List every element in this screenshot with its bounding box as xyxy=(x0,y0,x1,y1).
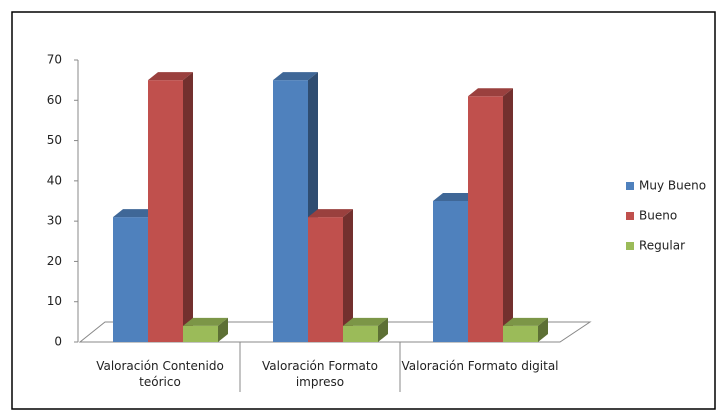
bar-front xyxy=(273,80,308,343)
bar-front xyxy=(503,325,538,342)
bar-side xyxy=(183,72,193,343)
chart-border xyxy=(11,11,716,410)
bar-front xyxy=(308,217,343,342)
bar-top xyxy=(148,72,193,81)
bar xyxy=(503,317,548,342)
bar-top xyxy=(113,209,158,218)
bar-front xyxy=(183,325,218,342)
y-tick-label: 30 xyxy=(47,214,62,228)
bar xyxy=(183,317,228,342)
bar xyxy=(148,72,193,343)
bar-side xyxy=(218,317,228,342)
y-tick-label: 50 xyxy=(47,133,62,147)
x-tick-label: Valoración Contenido teórico xyxy=(96,359,224,389)
bar-front xyxy=(148,80,183,343)
bar-front xyxy=(113,217,148,342)
bar-top xyxy=(273,72,318,81)
bar-side xyxy=(378,317,388,342)
bar-side xyxy=(503,88,513,342)
legend-swatch xyxy=(626,182,634,190)
y-tick-label: 20 xyxy=(47,254,62,268)
x-tick-label-box: Valoración Contenido teórico xyxy=(96,359,224,389)
bar-top xyxy=(433,193,478,201)
x-tick-label: Valoración Formato impreso xyxy=(262,359,378,389)
bar-top xyxy=(308,209,353,218)
y-tick-label: 60 xyxy=(47,93,62,107)
legend-swatch xyxy=(626,242,634,250)
bar xyxy=(468,88,513,342)
bar-top xyxy=(468,88,513,97)
bar-front xyxy=(468,96,503,342)
bar-top xyxy=(503,317,548,326)
bar-front xyxy=(343,325,378,342)
bar-front xyxy=(433,201,468,342)
bar-top xyxy=(343,317,388,326)
bar xyxy=(273,72,318,343)
bar-side xyxy=(343,209,353,342)
y-tick-label: 10 xyxy=(47,294,62,308)
y-tick-label: 70 xyxy=(47,53,62,67)
legend-label: Bueno xyxy=(639,209,677,223)
legend-label: Regular xyxy=(639,239,685,253)
x-tick-label: Valoración Formato digital xyxy=(401,359,559,373)
legend-label: Muy Bueno xyxy=(639,179,706,193)
y-tick-label: 0 xyxy=(54,335,62,349)
x-tick-label-box: Valoración Formato digital xyxy=(401,359,559,373)
x-tick-label-box: Valoración Formato impreso xyxy=(262,359,378,389)
bar xyxy=(308,209,353,342)
y-tick-label: 40 xyxy=(47,173,62,187)
bar-side xyxy=(538,317,548,342)
bar xyxy=(343,317,388,342)
bar-top xyxy=(183,317,228,326)
legend-swatch xyxy=(626,212,634,220)
